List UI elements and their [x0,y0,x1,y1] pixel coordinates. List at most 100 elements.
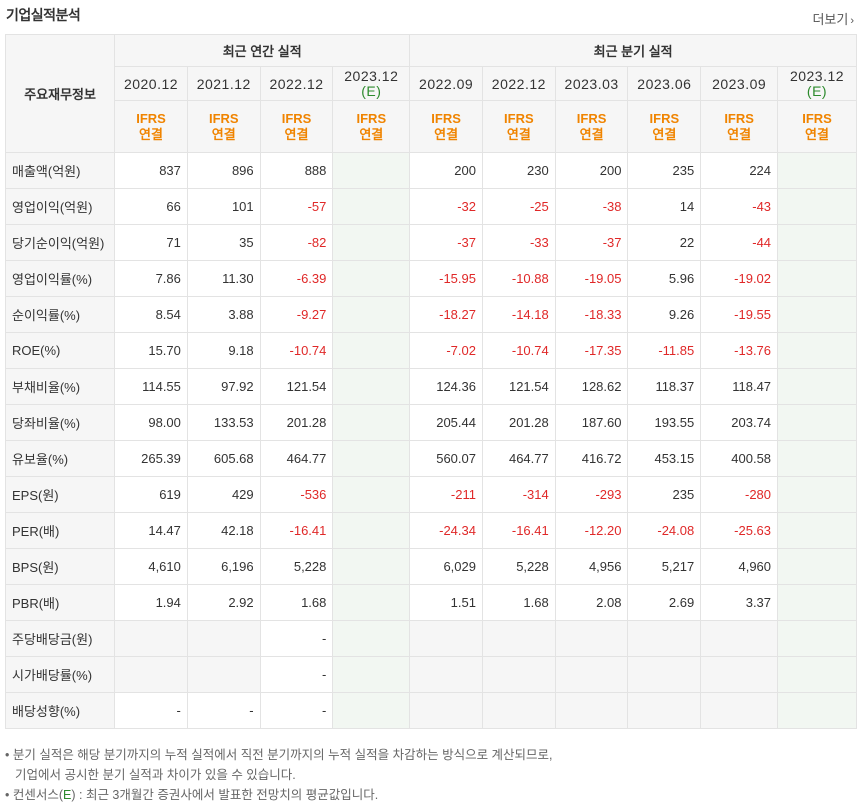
table-cell [332,476,411,513]
table-cell: 118.37 [627,368,702,405]
table-cell [332,224,411,261]
table-cell [186,656,261,693]
consolidated-label: 연결 [359,126,384,142]
table-cell: -293 [554,476,629,513]
table-cell: 193.55 [627,404,702,441]
quarter-group-header: 최근 분기 실적 [409,34,857,67]
table-cell [777,692,857,729]
table-cell: -19.02 [700,260,779,297]
table-cell: 2.92 [186,584,261,621]
table-cell: 5,228 [481,548,556,585]
table-cell: 201.28 [481,404,556,441]
table-cell: 118.47 [700,368,779,405]
table-cell: 133.53 [186,404,261,441]
table-cell: 97.92 [186,368,261,405]
accounting-standard: IFRS 연결 [409,100,483,153]
table-cell: 1.94 [114,584,188,621]
table-cell: 14.47 [114,512,188,549]
consolidated-label: 연결 [727,126,752,142]
table-cell: 429 [186,476,261,513]
table-cell: 4,610 [114,548,188,585]
table-cell: -33 [481,224,556,261]
footnotes: • 분기 실적은 해당 분기까지의 누적 실적에서 직전 분기까지의 누적 실적… [5,745,553,805]
period-header: 2022.09 [409,66,483,101]
ifrs-label: IFRS [649,110,680,126]
table-cell: -44 [700,224,779,261]
table-cell [554,692,629,729]
table-cell [554,620,629,657]
table-cell: 205.44 [409,404,483,441]
table-cell [627,656,702,693]
section-title: 기업실적분석 [6,7,81,23]
table-cell: -10.88 [481,260,556,297]
ifrs-label: IFRS [802,110,832,126]
table-cell: -314 [481,476,556,513]
consolidated-label: 연결 [506,126,531,142]
more-label[interactable]: 더보기 [812,12,849,27]
row-label: 주당배당금(원) [4,620,116,657]
table-row: 배당성향(%) - - - [4,692,857,729]
table-cell [777,476,857,513]
period-header: 2022.12 [481,66,556,101]
table-cell: - [259,656,334,693]
table-cell [332,404,411,441]
table-cell: 6,029 [409,548,483,585]
accounting-standard: IFRS 연결 [332,100,411,153]
ifrs-label: IFRS [281,110,312,126]
accounting-standard: IFRS 연결 [481,100,556,153]
financial-table: 주요재무정보 최근 연간 실적 최근 분기 실적 2020.12 2021.12 2… [4,34,857,729]
table-cell: -17.35 [554,332,629,369]
period-header: 2023.12 (E) [332,66,411,101]
table-cell: -37 [409,224,483,261]
table-cell: -10.74 [481,332,556,369]
table-cell: -6.39 [259,260,334,297]
ifrs-label: IFRS [208,110,239,126]
period-header: 2023.03 [554,66,629,101]
table-cell: 187.60 [554,404,629,441]
table-cell: 1.51 [409,584,483,621]
table-cell: -536 [259,476,334,513]
table-row: ROE(%) 15.70 9.18 -10.74 -7.02 -10.74 -17.35 -1… [4,332,857,369]
period-header: 2023.09 [700,66,779,101]
table-cell: 11.30 [186,260,261,297]
table-cell: -82 [259,224,334,261]
table-cell [777,152,857,189]
table-cell: -18.33 [554,296,629,333]
table-cell: -12.20 [554,512,629,549]
chevron-right-icon: › [850,15,854,27]
row-label: 매출액(억원) [4,152,116,189]
table-cell [332,656,411,693]
table-cell: 9.18 [186,332,261,369]
table-cell: 4,956 [554,548,629,585]
table-cell [777,224,857,261]
table-cell [777,440,857,477]
table-cell: 66 [114,188,188,225]
row-label: EPS(원) [4,476,116,513]
table-cell: 35 [186,224,261,261]
table-cell [777,260,857,297]
table-cell: 15.70 [114,332,188,369]
table-cell: -25.63 [700,512,779,549]
table-cell: 1.68 [259,584,334,621]
row-label: PER(배) [4,512,116,549]
ifrs-label: IFRS [504,110,534,126]
period-header: 2020.12 [114,66,188,101]
period-header: 2021.12 [186,66,261,101]
table-cell: 9.26 [627,296,702,333]
accounting-standard: IFRS 연결 [186,100,261,153]
table-cell: 200 [554,152,629,189]
table-cell [332,692,411,729]
table-cell: -14.18 [481,296,556,333]
table-cell: 230 [481,152,556,189]
table-cell [114,656,188,693]
table-cell: -9.27 [259,296,334,333]
accounting-standard: IFRS 연결 [627,100,702,153]
more-link[interactable]: 더보기 › [812,9,854,28]
table-cell [777,620,857,657]
ifrs-label: IFRS [431,110,461,126]
accounting-standard: IFRS 연결 [114,100,188,153]
table-row: PBR(배) 1.94 2.92 1.68 1.51 1.68 2.08 2.69 3.37 [4,584,857,621]
table-cell: 235 [627,152,702,189]
table-row: 영업이익률(%) 7.86 11.30 -6.39 -15.95 -10.88 -19.05… [4,260,857,297]
period-label: 2023.12 [789,67,845,84]
